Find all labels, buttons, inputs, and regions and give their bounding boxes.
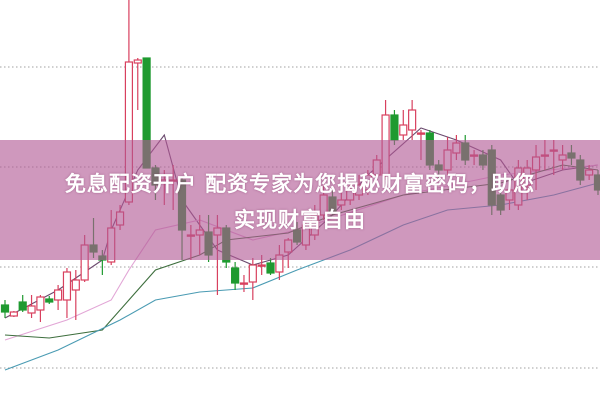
candle-body xyxy=(257,264,266,267)
candle xyxy=(408,100,417,140)
candle xyxy=(231,262,240,290)
candle-body xyxy=(54,289,63,301)
candle xyxy=(18,295,27,312)
candle xyxy=(399,110,408,140)
candle xyxy=(9,311,18,317)
candle-body xyxy=(416,132,426,135)
candle xyxy=(71,270,80,320)
candle xyxy=(62,268,72,318)
banner-line-2: 实现财富自由 xyxy=(234,208,366,232)
candle-body xyxy=(36,296,45,311)
candle-body xyxy=(239,282,249,285)
candle-body xyxy=(9,311,18,317)
candle-body xyxy=(231,267,240,284)
candle-body xyxy=(71,279,80,291)
candle xyxy=(54,285,63,310)
candle xyxy=(248,258,257,300)
candle-body xyxy=(45,298,54,303)
candle-body xyxy=(18,301,27,311)
candle-body xyxy=(390,114,399,141)
candle xyxy=(36,295,45,322)
candle xyxy=(239,275,249,292)
banner-overlay xyxy=(0,140,600,260)
candle-body xyxy=(399,124,408,136)
candle xyxy=(45,296,54,304)
candle-body xyxy=(0,304,10,313)
candle-body xyxy=(266,262,275,274)
candle-body xyxy=(408,109,417,131)
candle-body xyxy=(133,59,142,64)
banner-line-1: 免息配资开户 配资专家为您揭秘财富密码，助您 xyxy=(64,172,536,196)
candle-body xyxy=(248,264,257,283)
candle xyxy=(0,300,10,318)
candle xyxy=(266,258,275,275)
candle xyxy=(133,58,142,110)
candle-body xyxy=(27,305,36,314)
candle xyxy=(27,295,36,318)
candle-body xyxy=(62,271,72,301)
